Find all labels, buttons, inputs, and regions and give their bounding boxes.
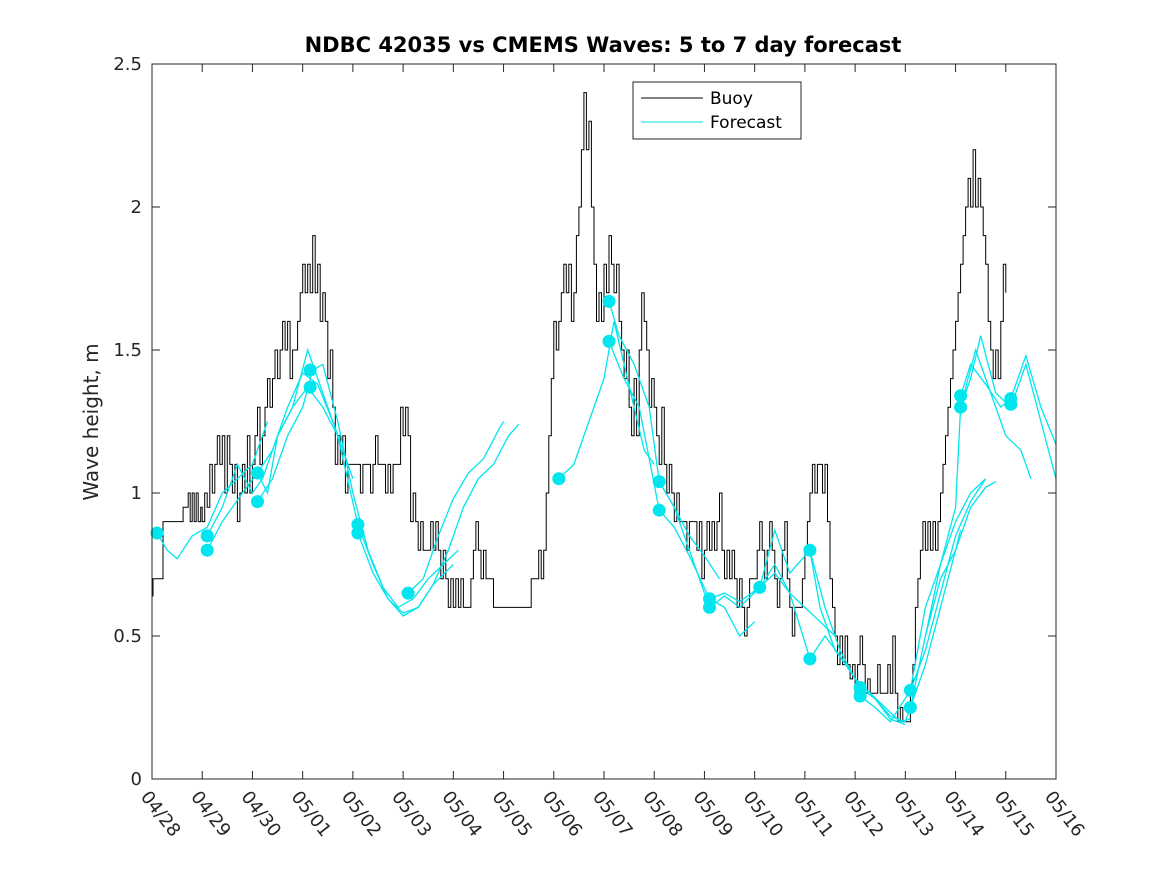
forecast-line: [909, 347, 1032, 691]
forecast-marker: [954, 400, 968, 414]
y-tick-label: 1.5: [113, 340, 142, 361]
forecast-marker: [903, 683, 917, 697]
y-tick-label: 2.5: [113, 54, 142, 75]
forecast-marker: [602, 334, 616, 348]
buoy-series: [152, 92, 1007, 723]
plot-frame: [151, 63, 1057, 780]
x-tick-label: 05/12: [839, 787, 887, 841]
x-tick-label: 05/16: [1040, 787, 1088, 841]
forecast-marker: [150, 526, 164, 540]
x-tick-label: 05/11: [789, 787, 837, 841]
x-tick-label: 04/30: [237, 787, 285, 841]
x-tick-label: 05/13: [889, 787, 937, 841]
forecast-line: [959, 335, 1057, 479]
x-tick-label: 05/15: [990, 787, 1038, 841]
forecast-marker: [803, 543, 817, 557]
forecast-line: [256, 363, 459, 609]
forecast-line: [206, 371, 349, 551]
y-axis: 0 0.5 1 1.5 2 2.5: [113, 54, 1056, 790]
forecast-marker: [602, 294, 616, 308]
x-tick-label: 05/06: [538, 787, 586, 841]
forecast-marker: [251, 495, 264, 509]
x-tick-label: 05/14: [940, 787, 988, 841]
forecast-marker: [753, 580, 767, 594]
forecast-marker: [303, 380, 317, 394]
forecast-marker: [853, 689, 867, 703]
forecast-marker: [652, 475, 666, 489]
y-tick-label: 0.5: [113, 626, 142, 647]
forecast-marker: [652, 503, 666, 517]
buoy-line: [152, 92, 1007, 723]
forecast-marker: [200, 543, 214, 557]
forecast-line: [407, 421, 505, 594]
forecast-markers: [150, 294, 1018, 714]
forecast-marker: [552, 472, 566, 486]
forecast-line: [924, 530, 962, 637]
x-tick-label: 04/28: [136, 787, 184, 841]
plot-area: [150, 92, 1057, 726]
y-tick-label: 0: [131, 769, 142, 790]
x-tick-label: 05/01: [287, 787, 335, 841]
forecast-marker: [1004, 397, 1018, 411]
forecast-line: [859, 478, 987, 723]
x-tick-label: 05/05: [488, 787, 536, 841]
forecast-line: [658, 481, 836, 637]
x-tick-label: 05/02: [337, 787, 385, 841]
forecast-marker: [251, 466, 264, 480]
forecast-marker: [401, 586, 415, 600]
forecast-marker: [954, 389, 968, 403]
x-tick-label: 05/04: [437, 787, 485, 841]
forecast-marker: [303, 363, 317, 377]
forecast-line: [859, 478, 987, 723]
legend-label-forecast: Forecast: [710, 113, 782, 133]
x-tick-label: 05/08: [638, 787, 686, 841]
forecast-marker: [200, 529, 214, 543]
x-tick-label: 04/29: [186, 787, 234, 841]
x-tick-label: 05/10: [739, 787, 787, 841]
forecast-line: [156, 421, 269, 560]
forecast-marker: [903, 701, 917, 714]
chart-title: NDBC 42035 vs CMEMS Waves: 5 to 7 day fo…: [305, 33, 902, 57]
forecast-line: [759, 563, 911, 723]
x-tick-label: 05/03: [387, 787, 435, 841]
forecast-line: [357, 423, 520, 617]
forecast-marker: [703, 600, 716, 614]
forecast-line: [709, 527, 871, 694]
y-tick-label: 1: [131, 483, 142, 504]
forecast-marker: [803, 652, 817, 666]
forecast-line: [809, 550, 906, 726]
y-tick-label: 2: [131, 197, 142, 218]
y-axis-label: Wave height, m: [79, 343, 103, 500]
legend: Buoy Forecast: [632, 81, 802, 140]
x-tick-label: 05/07: [588, 787, 636, 841]
legend-box: [632, 81, 802, 140]
forecast-marker: [351, 526, 365, 540]
forecast-line: [608, 341, 756, 638]
forecast-series: [156, 301, 1057, 726]
x-tick-label: 05/09: [689, 787, 737, 841]
forecast-line: [558, 321, 655, 480]
legend-label-buoy: Buoy: [710, 89, 753, 109]
